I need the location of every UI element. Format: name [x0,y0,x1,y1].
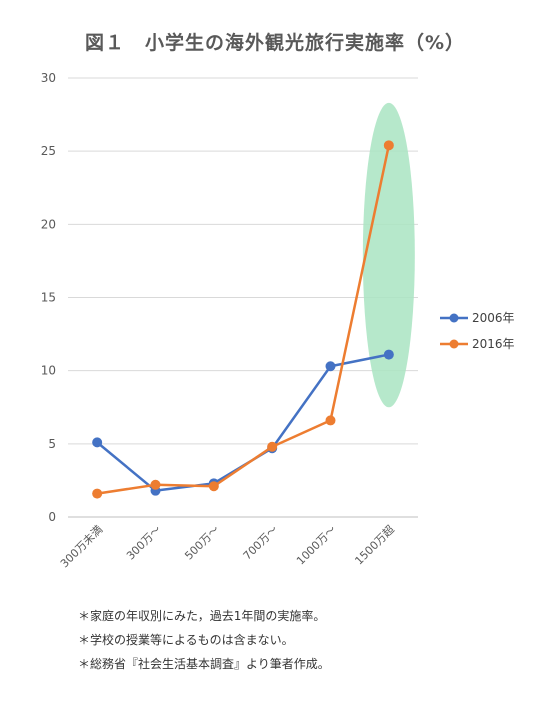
x-tick-label: 300万～ [124,523,164,563]
highlight-ellipse [362,102,415,408]
series-line-0 [96,353,390,492]
y-tick-label: 25 [41,144,56,158]
data-point [325,361,336,372]
data-point [208,481,219,492]
legend-label-0: 2006年 [472,311,515,325]
x-tick-label: 300万未満 [58,523,105,570]
data-point [92,488,103,499]
footnote-1: ＊家庭の年収別にみた，過去1年間の実施率。 [78,609,326,623]
series-line-1 [96,145,391,495]
y-tick-label: 10 [41,364,56,378]
x-tick-label: 1500万超 [352,522,397,567]
data-point [383,349,394,360]
y-tick-label: 0 [48,510,56,524]
chart-title: 図１ 小学生の海外観光旅行実施率（%） [84,32,466,54]
y-tick-label: 20 [41,217,56,231]
data-point [150,479,161,490]
data-point [92,437,103,448]
footnote-2: ＊学校の授業等によるものは含まない。 [78,633,294,647]
x-tick-label: 500万～ [182,523,222,563]
y-tick-label: 15 [41,291,56,305]
data-point [383,140,394,151]
legend-marker-1 [449,339,459,349]
legend-marker-0 [449,313,459,323]
y-tick-label: 30 [41,71,56,85]
x-tick-label: 1000万～ [294,523,339,568]
footnote-3: ＊総務省『社会生活基本調査』より筆者作成。 [78,657,330,671]
y-tick-label: 5 [48,437,56,451]
data-point [267,441,278,452]
legend-label-1: 2016年 [472,337,515,351]
x-tick-label: 700万～ [241,523,281,563]
footnotes: ＊家庭の年収別にみた，過去1年間の実施率。 ＊学校の授業等によるものは含まない。… [78,604,330,676]
data-point [325,415,336,426]
